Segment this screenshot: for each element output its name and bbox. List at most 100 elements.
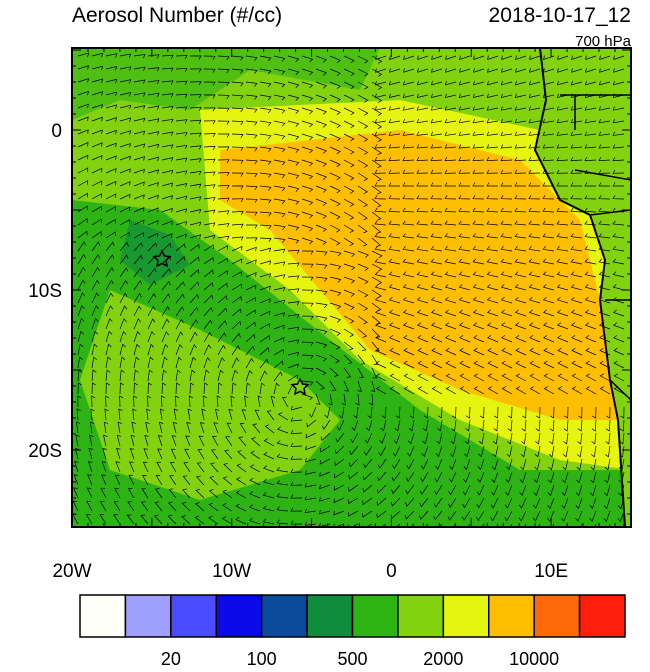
wind-barb [459, 55, 471, 61]
wind-barb [119, 231, 130, 239]
wind-barb [175, 306, 185, 317]
colorbar-box [79, 594, 127, 638]
wind-barb [77, 382, 82, 395]
wind-barb [584, 271, 597, 278]
wind-barb [161, 343, 169, 356]
wind-barb [357, 68, 369, 77]
wind-barb [405, 471, 415, 483]
wind-barb [189, 234, 201, 239]
wind-barb [357, 289, 369, 298]
level: 700 hPa [575, 33, 632, 50]
wind-barb [217, 332, 227, 343]
wind-barb [528, 195, 541, 200]
wind-barb [381, 406, 387, 419]
wind-barb [287, 94, 300, 101]
wind-barb [259, 347, 270, 356]
wind-barb [550, 406, 555, 419]
wind-barb [350, 432, 359, 444]
wind-barb [584, 296, 597, 304]
wind-barb [535, 432, 541, 445]
wind-barb [500, 220, 513, 226]
wind-barb [374, 284, 387, 291]
wind-barb [328, 393, 333, 406]
wind-barb [472, 258, 485, 265]
wind-barb [518, 510, 527, 522]
axis-ticks [71, 48, 632, 527]
wind-barb [362, 484, 373, 493]
wind-barb [472, 106, 485, 111]
wind-barb [277, 412, 289, 421]
wind-barb [77, 167, 89, 174]
wind-barb [203, 344, 212, 356]
wind-barb [77, 154, 89, 161]
wind-barb [417, 55, 429, 61]
wind-barb [75, 434, 80, 447]
wind-barb [584, 131, 597, 136]
wind-barb [393, 432, 401, 445]
wind-barb [223, 462, 233, 473]
wind-barb [235, 490, 247, 499]
wind-barb [217, 172, 230, 177]
wind-barb [74, 461, 79, 473]
wind-barb [105, 66, 118, 71]
wind-barb [77, 218, 88, 226]
wind-barb [301, 276, 314, 281]
wind-barb [355, 393, 360, 406]
wind-barb [217, 270, 228, 278]
wind-barb [417, 68, 429, 73]
wind-barb [91, 241, 101, 252]
wind-barb [259, 133, 272, 140]
wind-barb [389, 386, 401, 395]
wind-barb [263, 452, 275, 460]
wind-barb [301, 133, 314, 141]
wind-barb [91, 254, 101, 265]
wind-barb [273, 172, 286, 179]
wind-barb [329, 120, 341, 129]
wind-barb [371, 341, 380, 352]
wind-barb [486, 169, 499, 174]
wind-barb [405, 484, 415, 495]
wind-barb [357, 341, 367, 352]
wind-barb [113, 514, 121, 525]
wind-barb [514, 131, 527, 136]
wind-barb [231, 107, 244, 113]
wind-barb [433, 510, 443, 521]
wind-barb [77, 141, 89, 148]
wind-barb [419, 484, 429, 495]
wind-barb [304, 508, 317, 514]
wind-barb [329, 211, 341, 220]
wind-barb [74, 447, 80, 460]
wind-barb [116, 448, 121, 460]
wind-barb [169, 475, 177, 486]
wind-barb [486, 309, 499, 317]
wind-barb [416, 106, 429, 111]
wind-barb [570, 271, 583, 278]
wind-barb [584, 93, 597, 98]
wind-barb [374, 131, 387, 136]
wind-barb [133, 194, 145, 200]
wind-barb [431, 386, 443, 395]
wind-barb [444, 156, 457, 162]
wind-barb [343, 341, 354, 351]
wind-barb [388, 220, 401, 226]
wind-barb [183, 462, 191, 473]
wind-barb [375, 373, 387, 382]
wind-barb [196, 475, 205, 486]
wind-barb [447, 497, 457, 509]
wind-barb [105, 305, 114, 317]
wind-barb [590, 471, 597, 484]
wind-barb [175, 119, 188, 124]
wind-barb [175, 281, 185, 291]
wind-barb [472, 144, 485, 149]
wind-barb [157, 448, 163, 460]
wind-barb [171, 435, 177, 447]
wind-barb [315, 237, 327, 245]
wind-barb [402, 106, 415, 111]
wind-barb [374, 156, 387, 162]
wind-barb [371, 224, 382, 234]
wind-barb [421, 445, 429, 458]
wind-barb [570, 296, 583, 304]
wind-barb [437, 419, 443, 432]
wind-barb [301, 185, 314, 193]
wind-barb [612, 144, 625, 149]
